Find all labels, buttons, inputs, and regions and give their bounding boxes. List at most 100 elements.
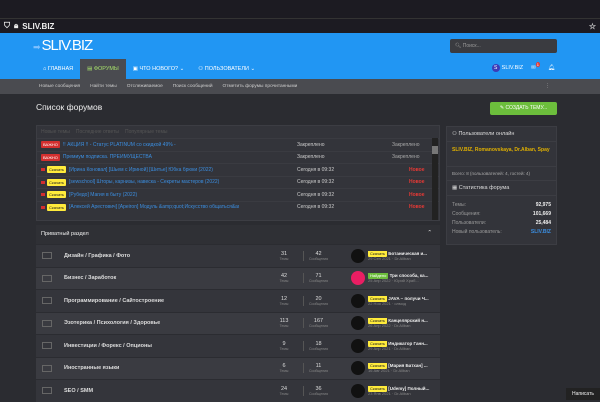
topic-title[interactable]: [Рубедо] Магия в быту (2022) — [69, 191, 138, 198]
topic-title[interactable]: Премиум подписка. ПРЕИМУЩЕСТВА — [62, 154, 152, 161]
last-post-meta: 23 Янв 2021 · Dr.Allban — [368, 390, 411, 396]
site-header: ➡ SLIV.BIZ 🔍︎ Поиск... ⌂ ГЛАВНАЯ ▤ ФОРУМЫ… — [0, 33, 600, 79]
forum-name[interactable]: Инвестиции / Форекс / Опционы — [64, 342, 152, 349]
last-post-title[interactable]: JAVA – получи Ч... — [388, 295, 429, 301]
address-bar[interactable]: ⛉ 🔒︎ SLIV.BIZ ☆ — [0, 18, 600, 33]
topic-title[interactable]: [sewschool] Шторы, карнизы, навеска - Се… — [69, 179, 220, 186]
topic-status: Новое — [409, 166, 425, 173]
subnav-new-posts[interactable]: Новые сообщения — [39, 84, 81, 89]
forum-name[interactable]: SEO / SMM — [64, 387, 94, 394]
scrollbar[interactable] — [432, 138, 438, 220]
avatar[interactable] — [351, 271, 365, 286]
posts-count: 167 Сообщения — [303, 318, 333, 329]
subnav-mark-read[interactable]: Отметить форумы прочитанными — [222, 84, 298, 89]
users-icon: ⚇ — [452, 131, 457, 137]
subnav-find-threads[interactable]: Найти темы — [90, 84, 117, 89]
topic-title[interactable]: !! АКЦИЯ !! - Статус PLATINUM со скидкой… — [62, 141, 176, 148]
chevron-up-icon[interactable]: ⌃ — [427, 230, 432, 236]
forum-name[interactable]: Иностранные языки — [64, 365, 120, 372]
section-header[interactable]: Приватный раздел ⌃ — [36, 225, 440, 244]
forum-name[interactable]: Бизнес / Заработок — [64, 275, 117, 282]
topic-title[interactable]: [Ирина Коновал] [Шьем с Ириной] [Шитье] … — [69, 166, 213, 173]
prefix-tag: Скачать — [47, 178, 66, 186]
prefix-tag: Найдено — [368, 273, 389, 280]
topics-count: 31 Темы — [279, 250, 289, 261]
forum-row[interactable]: Программирование / Сайтостроение 12 Темы 20… — [36, 289, 440, 312]
forum-row[interactable]: Эзотерика / Психология / Здоровье 113 Темы… — [36, 311, 440, 334]
last-post-title[interactable]: Индикатор Ганн... — [388, 340, 428, 346]
topic-status: Новое — [409, 179, 425, 186]
latest-topic-row[interactable]: Скачать [sewschool] Шторы, карнизы, навес… — [37, 175, 439, 189]
forum-row[interactable]: Дизайн / Графика / Фото 31 Темы 42 Сообщения… — [36, 244, 440, 267]
tab-popular[interactable]: Популярные темы — [125, 129, 168, 135]
browser-titlebar — [0, 0, 600, 18]
nav-users[interactable]: ⚇ ПОЛЬЗОВАТЕЛИ ⌄ — [198, 66, 256, 72]
latest-topic-row[interactable]: ВАЖНО!! АКЦИЯ !! - Статус PLATINUM со ск… — [37, 138, 439, 151]
topics-count: 12 Темы — [279, 295, 289, 306]
create-thread-button[interactable]: ✎ СОЗДАТЬ ТЕМУ... — [490, 102, 557, 115]
topics-count: 24 Темы — [279, 385, 289, 396]
forum-name[interactable]: Программирование / Сайтостроение — [64, 297, 165, 304]
new-marker-icon — [41, 168, 45, 172]
nav-whats-new[interactable]: ▣ ЧТО НОВОГО? ⌄ — [132, 66, 185, 72]
prefix-tag: Скачать — [368, 363, 387, 370]
latest-topic-row[interactable]: Скачать [Ирина Коновал] [Шьем с Ириной] [… — [37, 163, 439, 176]
topic-title[interactable]: [Алексей Арестович] [Apeiron] Модуль &am… — [69, 204, 239, 211]
forum-name[interactable]: Дизайн / Графика / Фото — [64, 252, 131, 259]
topics-count: 113 Темы — [279, 318, 289, 329]
prefix-tag: Скачать — [368, 340, 387, 347]
topic-status: Новое — [409, 191, 425, 198]
prefix-tag: Скачать — [368, 385, 387, 392]
nav-home[interactable]: ⌂ ГЛАВНАЯ — [43, 66, 74, 72]
bell-icon[interactable]: 🔔︎ — [548, 65, 555, 71]
last-post-title[interactable]: Ботаническая и... — [388, 250, 428, 256]
last-post-title[interactable]: [Udemy] Полный... — [388, 385, 430, 391]
avatar[interactable] — [351, 383, 365, 398]
avatar[interactable] — [351, 316, 365, 331]
subnav-search[interactable]: Поиск сообщений — [172, 84, 213, 89]
avatar[interactable] — [351, 338, 365, 353]
more-icon[interactable]: ⋮ — [545, 84, 550, 89]
prefix-tag: Скачать — [47, 203, 66, 211]
bookmark-star-icon[interactable]: ☆ — [588, 21, 596, 31]
avatar[interactable] — [351, 361, 365, 376]
online-users-list[interactable]: SLIV.BIZ, Romanovskaya, Dr.Alban, Spay — [452, 147, 550, 153]
subnav-watched[interactable]: Отслеживаемое — [126, 84, 163, 89]
forum-icon — [42, 342, 52, 350]
tab-latest-replies[interactable]: Последние ответы — [75, 129, 120, 135]
prefix-tag: Скачать — [368, 318, 387, 325]
avatar[interactable] — [351, 293, 365, 308]
new-marker-icon — [41, 205, 45, 209]
posts-count: 36 Сообщения — [303, 385, 333, 396]
avatar[interactable] — [351, 248, 365, 263]
last-post-title[interactable]: [Мария Батхан] ... — [388, 363, 428, 369]
latest-topic-row[interactable]: Скачать [Рубедо] Магия в быту (2022) Сегод… — [37, 188, 439, 201]
latest-topic-row[interactable]: ВАЖНО Премиум подписка. ПРЕИМУЩЕСТВА Закре… — [37, 150, 439, 164]
last-post-title[interactable]: Три способа, ка... — [389, 273, 429, 279]
nav-forums[interactable]: ▤ ФОРУМЫ — [80, 59, 126, 79]
new-marker-icon — [41, 193, 45, 197]
shield-icon: ⛉ — [4, 21, 10, 30]
last-post-meta: 22 Ноя 2021 · олмод — [368, 300, 407, 306]
online-total: Всего: 8 (пользователей: 4, гостей: 4) — [447, 166, 556, 180]
stat-row: Пользователи: 25,484 — [452, 219, 551, 226]
search-input[interactable]: 🔍︎ Поиск... — [450, 39, 557, 53]
last-post-title[interactable]: Канцелярский н... — [388, 318, 428, 324]
account-link[interactable]: S SLIV.BIZ — [491, 64, 523, 72]
forum-row[interactable]: Бизнес / Заработок 42 Темы 71 Сообщения Найде… — [36, 266, 440, 289]
forum-row[interactable]: Иностранные языки 6 Темы 11 Сообщения Скачать… — [36, 356, 440, 379]
forum-row[interactable]: SEO / SMM 24 Темы 36 Сообщения Скачать [Udemy… — [36, 379, 440, 402]
chat-button[interactable]: Написать — [566, 388, 600, 400]
tab-new-threads[interactable]: Новые темы — [41, 129, 70, 135]
forum-row[interactable]: Инвестиции / Форекс / Опционы 9 Темы 18 Сооб… — [36, 334, 440, 357]
logo[interactable]: ➡ SLIV.BIZ — [33, 37, 93, 54]
forum-icon — [42, 274, 52, 282]
posts-count: 18 Сообщения — [303, 340, 333, 351]
latest-topic-row[interactable]: Скачать [Алексей Арестович] [Apeiron] Мод… — [37, 200, 439, 214]
forum-name[interactable]: Эзотерика / Психология / Здоровье — [64, 320, 161, 327]
last-post-meta: 29 Апр 2021 · Dr.Allban — [368, 345, 411, 351]
forum-icon — [42, 252, 52, 260]
sub-nav: Новые сообщения Найти темы Отслеживаемое… — [0, 79, 600, 94]
inbox-icon[interactable]: ✉1 — [531, 62, 541, 71]
topic-status: Новое — [409, 204, 425, 211]
